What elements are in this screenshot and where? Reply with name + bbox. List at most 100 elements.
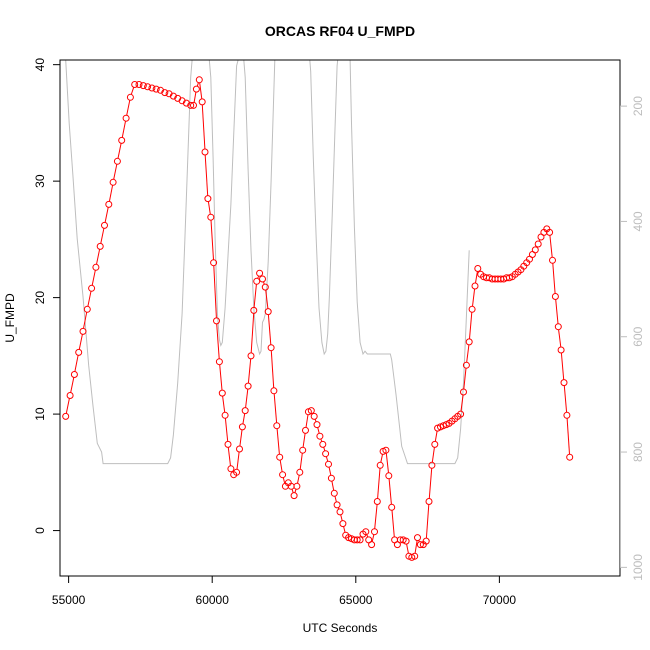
y-tick-label: 10 — [33, 407, 47, 421]
secondary-series-line — [65, 60, 470, 465]
data-point — [264, 308, 272, 316]
data-point — [244, 382, 252, 390]
data-point — [118, 136, 126, 144]
data-point — [126, 93, 134, 101]
data-point — [310, 412, 318, 420]
series-segment — [207, 201, 211, 215]
series-segment — [216, 323, 220, 359]
data-point — [299, 446, 307, 454]
data-point — [376, 461, 384, 469]
data-point — [563, 411, 571, 419]
data-point — [218, 389, 226, 397]
data-point — [471, 282, 479, 290]
y-tick-label: 20 — [33, 291, 47, 305]
data-point — [385, 472, 393, 480]
data-point — [402, 537, 410, 545]
x-tick-label: 65000 — [339, 593, 373, 607]
data-point — [224, 440, 232, 448]
data-point — [557, 346, 565, 354]
series-segment — [460, 394, 464, 412]
series-segment — [100, 228, 105, 244]
series-segment — [552, 263, 556, 294]
data-point — [560, 379, 568, 387]
data-point — [207, 213, 215, 221]
series-segment — [279, 460, 283, 472]
series-segment — [549, 235, 553, 258]
series-segment — [325, 456, 329, 462]
y2-tick-label: 400 — [631, 211, 645, 231]
series-segment — [475, 271, 478, 284]
data-point — [213, 317, 220, 325]
data-point — [273, 422, 281, 430]
data-point — [122, 114, 130, 122]
series-segment — [291, 489, 294, 493]
y-axis-label: U_FMPD — [3, 293, 17, 343]
series-segment — [96, 249, 101, 265]
data-point — [70, 371, 78, 378]
series-segment — [117, 143, 122, 159]
data-point — [531, 246, 539, 254]
series-segment — [317, 427, 320, 434]
data-point — [462, 361, 470, 369]
series-segment — [201, 104, 206, 150]
series-segment — [472, 288, 476, 307]
series-segment — [323, 447, 326, 451]
data-point — [241, 407, 249, 415]
data-point — [388, 503, 396, 511]
series-segment — [227, 447, 231, 466]
data-point — [368, 541, 376, 549]
data-point — [279, 471, 287, 479]
data-point — [259, 275, 266, 283]
data-point — [62, 412, 70, 420]
data-point — [534, 240, 542, 248]
data-point — [152, 85, 160, 93]
series-segment — [91, 270, 96, 286]
series-segment — [334, 496, 337, 503]
data-point — [549, 256, 556, 264]
series-segment — [428, 468, 433, 499]
series-segment — [566, 418, 570, 455]
data-point — [293, 482, 301, 490]
series-segment — [265, 290, 269, 309]
series-segment — [391, 510, 395, 537]
data-point — [296, 468, 304, 476]
series-segment — [299, 453, 303, 470]
series-segment — [78, 334, 83, 350]
data-point — [253, 277, 261, 285]
data-point — [468, 305, 476, 313]
data-point — [204, 195, 212, 203]
data-point — [210, 259, 218, 267]
series-segment — [466, 344, 470, 363]
series-segment — [242, 413, 246, 425]
data-point — [270, 387, 278, 395]
series-segment — [199, 82, 203, 100]
data-point — [422, 537, 430, 545]
data-point — [330, 489, 338, 497]
data-point — [195, 76, 203, 84]
series-segment — [385, 453, 389, 473]
series-segment — [297, 475, 300, 484]
data-point — [460, 388, 467, 396]
series-segment — [219, 364, 223, 391]
data-point — [276, 453, 284, 461]
data-point — [144, 83, 152, 91]
data-point — [339, 520, 347, 528]
data-point — [416, 541, 424, 549]
data-point — [88, 284, 96, 292]
data-point — [267, 344, 275, 352]
series-segment — [108, 185, 114, 202]
data-point — [546, 228, 554, 236]
series-segment — [250, 313, 255, 353]
data-point — [353, 536, 361, 544]
series-segment — [113, 164, 118, 180]
x-axis-label: UTC Seconds — [303, 621, 378, 635]
series-segment — [414, 540, 418, 554]
secondary-series — [65, 60, 470, 465]
data-point — [139, 82, 147, 90]
data-point — [75, 348, 83, 356]
series-segment — [193, 92, 197, 103]
series-segment — [204, 154, 209, 196]
y-tick-label: 30 — [33, 174, 47, 188]
data-point — [105, 200, 113, 208]
